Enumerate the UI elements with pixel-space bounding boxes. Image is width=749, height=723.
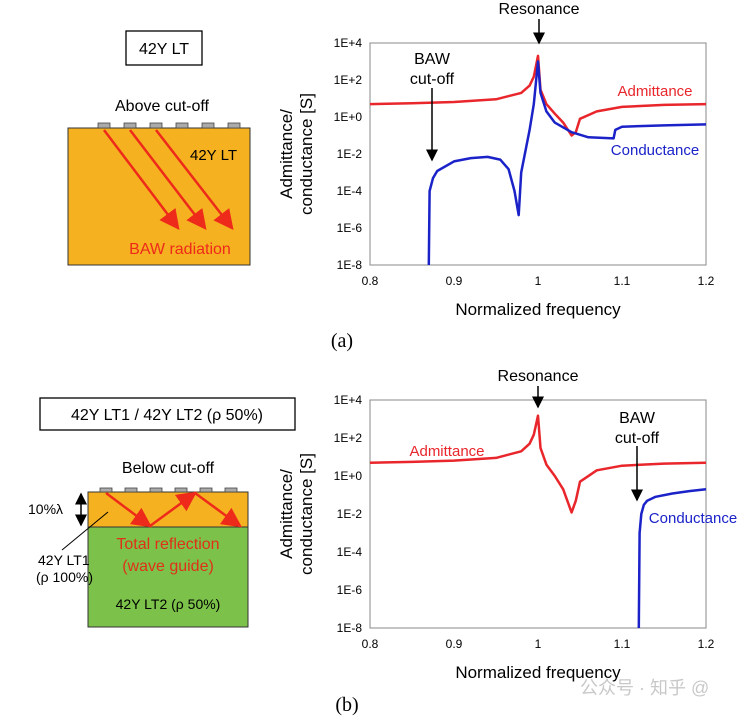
watermark: 公众号 · 知乎 @ bbox=[580, 678, 709, 698]
y-tick-label: 1E-4 bbox=[337, 184, 363, 198]
series-label: Admittance bbox=[617, 83, 692, 100]
material-label: 42Y LT bbox=[139, 41, 189, 58]
y-axis-label: conductance [S] bbox=[297, 93, 316, 215]
y-tick-label: 1E-2 bbox=[337, 507, 363, 521]
series-conductance-line bbox=[427, 60, 707, 266]
substrate-label: 42Y LT bbox=[190, 147, 237, 164]
y-tick-label: 1E-4 bbox=[337, 545, 363, 559]
cutoff-label: cut-off bbox=[615, 430, 660, 447]
waveguide-label: (wave guide) bbox=[122, 558, 214, 575]
y-tick-label: 1E-2 bbox=[337, 147, 363, 161]
x-tick-label: 1.2 bbox=[698, 637, 715, 651]
series-admittance-line bbox=[369, 414, 707, 514]
baw-label: BAW bbox=[414, 51, 451, 68]
lt2-label: 42Y LT2 (ρ 50%) bbox=[116, 596, 221, 612]
y-tick-label: 1E-8 bbox=[337, 621, 363, 635]
x-axis-label: Normalized frequency bbox=[455, 300, 621, 319]
baw-label: BAW bbox=[619, 410, 656, 427]
x-tick-label: 0.9 bbox=[446, 274, 463, 288]
series-conductance-line bbox=[637, 488, 707, 629]
chart-a: 1E-8 1E-6 1E-4 1E-2 1E+0 1E+2 1E+4 0.8 0.9 1 1.1 1.… bbox=[277, 1, 715, 319]
series-admittance-line bbox=[369, 54, 707, 137]
substrate bbox=[67, 127, 251, 266]
x-tick-label: 1.2 bbox=[698, 274, 715, 288]
electrodes bbox=[97, 122, 241, 129]
y-axis-label: Admittance/ bbox=[277, 469, 296, 559]
x-tick-label: 1 bbox=[535, 274, 542, 288]
material-box bbox=[39, 397, 296, 431]
series-label: Conductance bbox=[611, 142, 699, 159]
resonance-label: Resonance bbox=[499, 1, 580, 18]
x-tick-label: 1.1 bbox=[614, 274, 631, 288]
lt2-layer bbox=[87, 526, 249, 628]
lt1-density: (ρ 100%) bbox=[36, 569, 93, 585]
y-tick-label: 1E+4 bbox=[334, 393, 363, 407]
y-tick-label: 1E-6 bbox=[337, 583, 363, 597]
series-label: Admittance bbox=[409, 443, 484, 460]
y-axis-label: Admittance/ bbox=[277, 109, 296, 199]
y-tick-label: 1E-8 bbox=[337, 258, 363, 272]
y-tick-label: 1E+0 bbox=[334, 469, 363, 483]
x-tick-label: 0.8 bbox=[362, 274, 379, 288]
x-tick-label: 0.9 bbox=[446, 637, 463, 651]
reflection-arrows bbox=[129, 491, 243, 528]
y-tick-label: 1E+0 bbox=[334, 110, 363, 124]
y-tick-label: 1E+2 bbox=[334, 73, 363, 87]
x-tick-label: 0.8 bbox=[362, 637, 379, 651]
cutoff-condition: Above cut-off bbox=[115, 98, 210, 115]
leader-line bbox=[61, 511, 109, 551]
baw-radiation-arrows bbox=[103, 129, 234, 230]
thickness-label: 10%λ bbox=[28, 501, 63, 517]
panel-a-diagram: 42Y LT Above cut-off 42Y LT BAW radiatio… bbox=[67, 30, 353, 352]
caption-b: (b) bbox=[335, 694, 358, 716]
series-label: Conductance bbox=[649, 510, 737, 527]
chart-b: 1E-8 1E-6 1E-4 1E-2 1E+0 1E+2 1E+4 0.8 0.9 1 1.1 1.… bbox=[277, 368, 737, 682]
lt1-label: 42Y LT1 bbox=[38, 552, 90, 568]
panel-b-diagram: 42Y LT1 / 42Y LT2 (ρ 50%) Below cut-off … bbox=[28, 397, 359, 716]
material-label: 42Y LT1 / 42Y LT2 (ρ 50%) bbox=[71, 407, 263, 424]
y-tick-label: 1E+4 bbox=[334, 36, 363, 50]
reflection-path bbox=[105, 491, 241, 528]
y-tick-label: 1E-6 bbox=[337, 221, 363, 235]
cutoff-label: cut-off bbox=[410, 71, 455, 88]
y-axis-label: conductance [S] bbox=[297, 453, 316, 575]
x-tick-label: 1 bbox=[535, 637, 542, 651]
x-axis-label: Normalized frequency bbox=[455, 663, 621, 682]
resonance-label: Resonance bbox=[498, 368, 579, 385]
electrodes bbox=[99, 487, 238, 493]
y-tick-label: 1E+2 bbox=[334, 431, 363, 445]
caption-a: (a) bbox=[331, 330, 353, 352]
cutoff-condition: Below cut-off bbox=[122, 460, 215, 477]
x-tick-label: 1.1 bbox=[614, 637, 631, 651]
baw-radiation-label: BAW radiation bbox=[129, 241, 231, 258]
material-box bbox=[125, 30, 203, 66]
reflection-label: Total reflection bbox=[116, 536, 219, 553]
